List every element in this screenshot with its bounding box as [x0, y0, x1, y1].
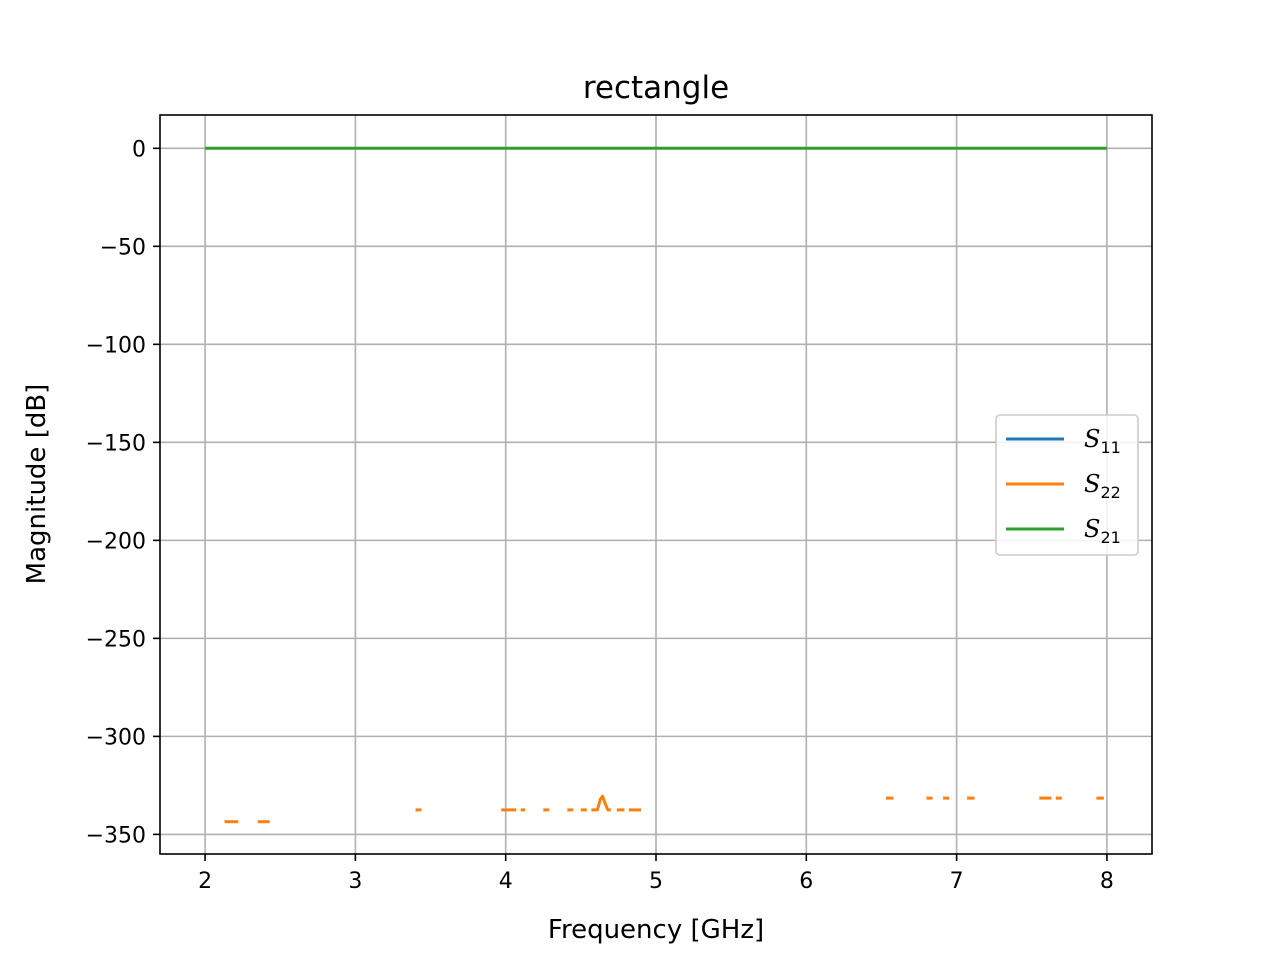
legend-box — [995, 414, 1139, 556]
x-tick-label: 2 — [198, 869, 212, 894]
y-tick-label: −50 — [100, 235, 146, 260]
x-tick-label: 7 — [950, 869, 964, 894]
legend-label: S11 — [1084, 425, 1121, 457]
y-tick-label: −200 — [86, 529, 146, 554]
x-axis: 2 3 4 5 6 7 8 — [198, 854, 1114, 894]
y-tick-label: −350 — [86, 823, 146, 848]
legend-label-subscript: 22 — [1100, 483, 1120, 502]
legend-label-subscript: 21 — [1100, 528, 1120, 547]
x-tick-label: 5 — [649, 869, 663, 894]
legend-label: S21 — [1084, 515, 1121, 547]
chart-title: rectangle — [583, 70, 729, 106]
x-tick-label: 3 — [348, 869, 362, 894]
series-layer — [205, 146, 1107, 824]
y-tick-label: −150 — [86, 431, 146, 456]
legend-label-symbol: S — [1084, 515, 1100, 543]
series-line-segment — [591, 794, 611, 812]
y-tick-label: −100 — [86, 333, 146, 358]
legend-label: S22 — [1084, 470, 1121, 502]
y-tick-label: −250 — [86, 627, 146, 652]
legend-label-symbol: S — [1084, 425, 1100, 453]
legend-label-symbol: S — [1084, 470, 1100, 498]
y-tick-label: 0 — [132, 137, 146, 162]
x-tick-label: 8 — [1100, 869, 1114, 894]
x-tick-label: 4 — [499, 869, 513, 894]
y-axis: 0 −50 −100 −150 −200 −250 −300 −350 — [86, 137, 160, 848]
x-tick-label: 6 — [799, 869, 813, 894]
series-s22 — [224, 794, 1104, 824]
x-axis-label: Frequency [GHz] — [548, 915, 764, 945]
legend-label-subscript: 11 — [1100, 438, 1120, 457]
y-axis-label: Magnitude [dB] — [22, 384, 52, 585]
y-tick-label: −300 — [86, 725, 146, 750]
